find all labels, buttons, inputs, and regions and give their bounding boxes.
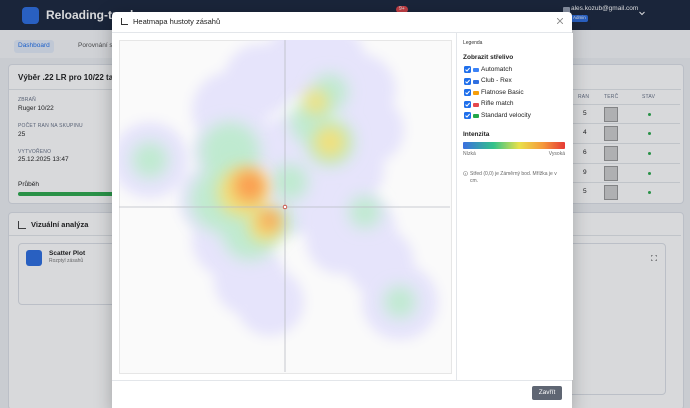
target-thumbnail[interactable] — [604, 146, 618, 161]
ammo-label[interactable]: Club - Rex — [481, 77, 512, 84]
check — [465, 67, 470, 72]
status-dot — [648, 172, 651, 175]
progress-bar — [18, 192, 118, 196]
ammo-checkbox[interactable] — [464, 66, 471, 73]
close-button[interactable]: Zavřít — [532, 386, 562, 400]
target-thumbnail[interactable] — [604, 166, 618, 181]
notification-badge: 9+ — [396, 6, 408, 13]
check — [465, 90, 470, 95]
table-row[interactable] — [572, 123, 680, 143]
nav-tab[interactable]: Porovnání stř — [78, 42, 117, 49]
status-dot — [648, 113, 651, 116]
ammo-checkbox[interactable] — [464, 89, 471, 96]
intensity-low: Nízká — [463, 151, 476, 157]
shot-count: 5 — [583, 110, 587, 117]
progress-label: Průběh — [18, 181, 39, 188]
analysis-title: Vizuální analýza — [31, 220, 89, 229]
check — [465, 79, 470, 84]
table-header: STAV — [642, 94, 656, 100]
ammo-label[interactable]: Automatch — [481, 65, 513, 73]
divider — [112, 32, 572, 33]
logo[interactable] — [22, 7, 39, 24]
avatar[interactable] — [563, 7, 570, 16]
shot-count: 6 — [583, 149, 587, 156]
intensity-gradient — [463, 142, 565, 149]
aim-point — [282, 204, 288, 210]
density-high — [234, 170, 280, 230]
chart-option-icon — [26, 250, 42, 266]
legend-panel — [456, 33, 573, 380]
field-label: ZBRAŇ — [18, 97, 36, 103]
ammo-label[interactable]: Flatnose Basic — [481, 88, 524, 96]
intensity-title: Intenzita — [463, 131, 490, 138]
session-title: Výběr .22 LR pro 10/22 tactics — [18, 73, 132, 82]
chevron[interactable] — [639, 11, 645, 16]
status-dot — [648, 132, 651, 135]
shot-count: 4 — [583, 129, 587, 136]
chart-option-title[interactable]: Scatter Plot — [49, 250, 86, 257]
nav-tab[interactable]: Dashboard — [14, 40, 54, 53]
target-thumbnail[interactable] — [604, 107, 618, 122]
ammo-label[interactable]: Rifle match — [481, 100, 514, 107]
status-dot — [648, 191, 651, 194]
ammo-swatch — [473, 79, 479, 84]
target-thumbnail[interactable] — [604, 185, 618, 200]
table-header: TERČ — [604, 94, 619, 100]
field-value: 25.12.2025 13:47 — [18, 156, 69, 163]
check — [465, 113, 470, 118]
ammo-checkbox[interactable] — [464, 100, 471, 108]
ammo-checkbox[interactable] — [464, 112, 471, 119]
field-label: POČET RAN NA SKUPINU — [18, 123, 83, 129]
ammo-swatch — [473, 68, 479, 72]
table-row[interactable] — [572, 182, 680, 202]
ammo-swatch — [473, 102, 479, 107]
table-header: RAN — [578, 94, 590, 100]
ammo-swatch — [473, 114, 479, 118]
legend-note: Střed (0,0) je Záměrný bod. Mřížka je v … — [470, 171, 557, 184]
field-value: 25 — [18, 131, 26, 138]
ammo-swatch — [473, 91, 479, 95]
shot-count: 9 — [583, 169, 587, 176]
ammo-title: Zobrazit střelivo — [463, 54, 514, 61]
divider — [112, 380, 572, 381]
ammo-label[interactable]: Standard velocity — [481, 111, 531, 119]
field-label: VYTVOŘENO — [18, 149, 52, 155]
info-icon — [463, 171, 468, 176]
table-row[interactable] — [572, 143, 680, 163]
modal-icon — [121, 18, 128, 25]
legend-title: Legenda — [463, 40, 483, 46]
chart-option-subtitle: Rozptyl zásahů — [49, 258, 84, 264]
intensity-high: Vysoká — [548, 151, 565, 157]
target-thumbnail[interactable] — [604, 126, 618, 141]
close-icon[interactable] — [557, 18, 563, 24]
table-row[interactable] — [572, 104, 680, 124]
status-dot — [648, 152, 651, 155]
analysis-icon — [18, 221, 26, 229]
shot-count: 5 — [583, 188, 587, 195]
user-role: Admin — [571, 15, 588, 22]
ammo-checkbox[interactable] — [464, 77, 471, 85]
modal-title: Heatmapa hustoty zásahů — [133, 17, 221, 26]
table-row[interactable] — [572, 163, 680, 183]
heatmap — [119, 40, 450, 372]
check — [465, 102, 470, 107]
field-value: Ruger 10/22 — [18, 105, 54, 112]
user-email[interactable]: ales.kozub@gmail.com — [571, 5, 639, 12]
